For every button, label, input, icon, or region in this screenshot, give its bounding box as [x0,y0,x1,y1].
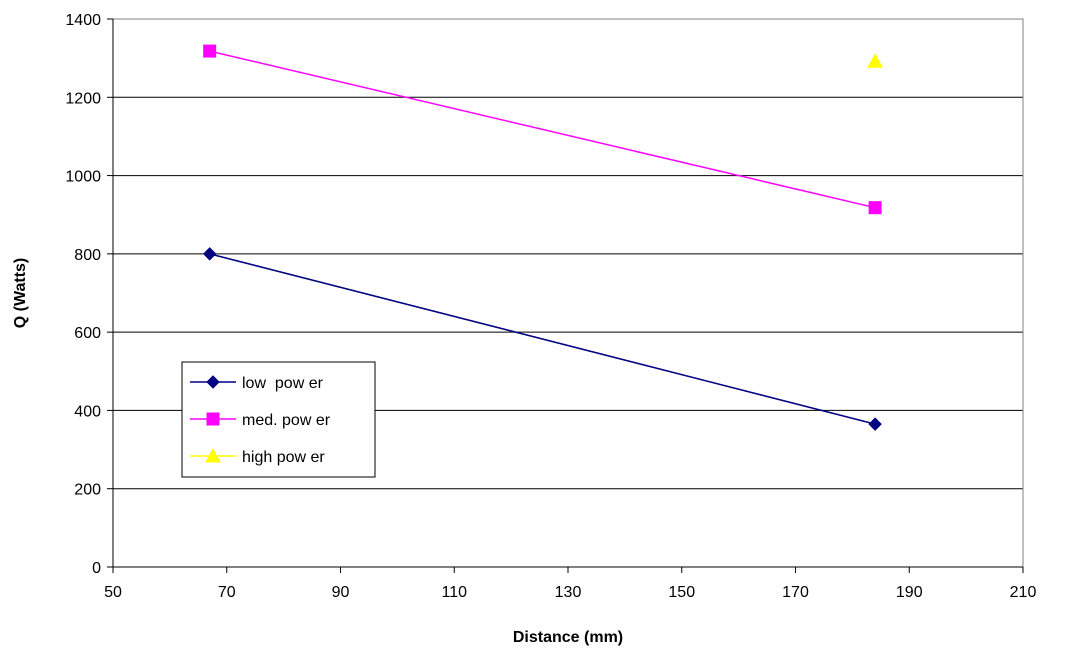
x-tick-label: 210 [1010,584,1037,601]
y-axis-title: Q (Watts) [12,258,29,329]
series [202,247,882,431]
data-point-square [203,44,217,58]
y-tick-label: 1200 [65,90,101,107]
series [203,44,882,215]
axes: 0 200 400 600 800 1000 1200 1400 50 70 90 110 130 150… [65,12,1036,601]
y-tick-label: 1000 [65,169,101,186]
x-tick-label: 130 [555,584,582,601]
legend: low pow er med. pow er high pow er [181,361,376,478]
legend-marker [205,447,221,463]
series-line [209,253,876,425]
x-tick-label: 190 [896,584,923,601]
legend-marker [206,412,220,426]
x-tick-label: 70 [218,584,236,601]
y-tick-label: 400 [74,403,101,420]
plot-area [112,18,1024,568]
x-tick-label: 90 [332,584,350,601]
x-tick-label: 150 [668,584,695,601]
x-tick-label: 170 [782,584,809,601]
data-point-diamond [202,247,217,261]
legend-label: low pow er [242,375,324,392]
data-point-square [868,201,882,215]
y-tick-label: 1400 [65,12,101,29]
y-tick-label: 800 [74,247,101,264]
series [867,53,883,68]
legend-marker [206,375,220,389]
y-tick-label: 0 [92,560,101,577]
series-layer [202,44,883,431]
y-tick-label: 600 [74,325,101,342]
x-axis-title: Distance (mm) [513,629,623,646]
data-point-triangle [867,53,883,68]
y-tick-label: 200 [74,482,101,499]
legend-label: med. pow er [242,412,331,429]
x-tick-label: 50 [104,584,122,601]
data-point-diamond [868,417,882,431]
x-tick-label: 110 [441,584,467,601]
series-line [209,50,876,209]
legend-label: high pow er [242,449,325,466]
